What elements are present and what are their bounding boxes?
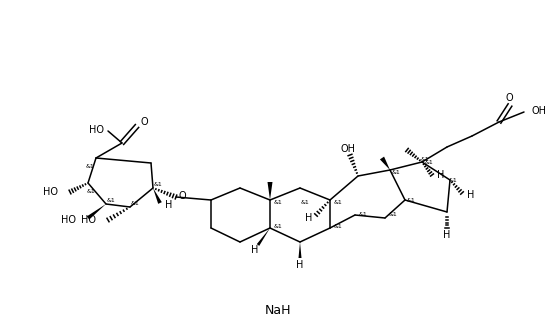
- Polygon shape: [87, 204, 106, 219]
- Text: &1: &1: [392, 169, 400, 174]
- Text: &1: &1: [274, 199, 282, 204]
- Polygon shape: [268, 182, 273, 200]
- Text: &1: &1: [407, 197, 415, 202]
- Polygon shape: [257, 228, 270, 246]
- Text: &1: &1: [359, 212, 367, 217]
- Text: H: H: [467, 190, 475, 200]
- Polygon shape: [153, 188, 162, 204]
- Text: O: O: [140, 117, 148, 127]
- Text: HO: HO: [81, 215, 96, 225]
- Text: OH: OH: [341, 144, 356, 154]
- Text: &1: &1: [301, 199, 309, 204]
- Text: OH: OH: [532, 106, 547, 116]
- Text: &1: &1: [425, 160, 433, 165]
- Text: NaH: NaH: [265, 304, 291, 317]
- Text: &1: &1: [274, 224, 282, 229]
- Text: &1: &1: [448, 177, 457, 182]
- Text: &1: &1: [334, 199, 342, 204]
- Text: HO: HO: [89, 125, 104, 135]
- Text: HO: HO: [43, 187, 58, 197]
- Text: H: H: [305, 213, 312, 223]
- Text: &1: &1: [107, 197, 115, 202]
- Text: &1: &1: [421, 157, 430, 162]
- Polygon shape: [380, 157, 390, 170]
- Text: H: H: [165, 200, 173, 210]
- Text: &1: &1: [154, 181, 163, 186]
- Text: &1: &1: [130, 200, 139, 205]
- Text: &1: &1: [85, 164, 94, 168]
- Text: &1: &1: [87, 188, 95, 193]
- Text: HO: HO: [61, 215, 76, 225]
- Text: H: H: [296, 260, 304, 270]
- Text: &1: &1: [388, 212, 397, 217]
- Text: H: H: [437, 170, 445, 180]
- Polygon shape: [299, 242, 301, 258]
- Text: H: H: [443, 230, 451, 240]
- Text: O: O: [178, 191, 186, 201]
- Text: H: H: [251, 245, 259, 255]
- Text: O: O: [505, 93, 513, 103]
- Text: &1: &1: [334, 224, 342, 229]
